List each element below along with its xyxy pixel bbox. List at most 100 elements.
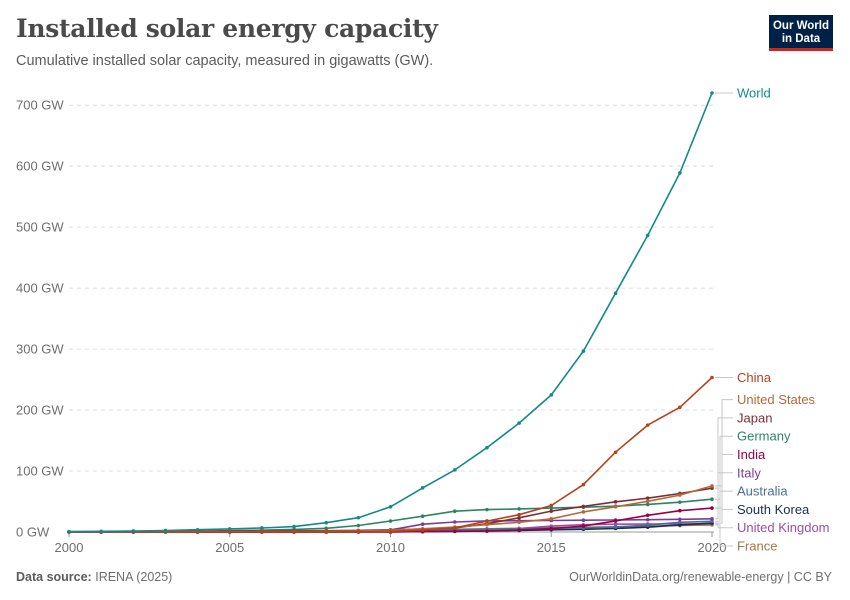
data-point-japan[interactable] xyxy=(581,504,586,509)
data-point-world[interactable] xyxy=(613,291,618,296)
footer-url-license[interactable]: OurWorldinData.org/renewable-energy | CC… xyxy=(569,570,832,584)
chart-subtitle: Cumulative installed solar capacity, mea… xyxy=(16,53,434,69)
data-point-india[interactable] xyxy=(710,506,714,510)
series-label-world[interactable]: World xyxy=(737,86,771,101)
data-point-china[interactable] xyxy=(710,375,714,380)
data-point-italy[interactable] xyxy=(678,517,682,522)
data-point-united-states[interactable] xyxy=(485,522,489,527)
data-point-australia[interactable] xyxy=(645,523,650,527)
data-point-china[interactable] xyxy=(227,530,232,534)
data-point-united-states[interactable] xyxy=(645,499,650,504)
data-point-india[interactable] xyxy=(485,529,489,533)
data-point-world[interactable] xyxy=(710,91,714,95)
y-tick-label: 200 GW xyxy=(16,403,64,418)
data-point-china[interactable] xyxy=(485,519,489,523)
series-label-france[interactable]: France xyxy=(737,539,777,554)
data-point-world[interactable] xyxy=(99,529,103,534)
data-point-india[interactable] xyxy=(581,524,586,528)
data-point-world[interactable] xyxy=(292,524,296,529)
series-label-india[interactable]: India xyxy=(737,447,766,462)
series-label-united-kingdom[interactable]: United Kingdom xyxy=(737,520,830,535)
data-point-world[interactable] xyxy=(227,527,232,531)
data-point-china[interactable] xyxy=(453,526,457,530)
series-label-united-states[interactable]: United States xyxy=(737,392,816,407)
data-point-india[interactable] xyxy=(613,519,618,523)
data-point-italy[interactable] xyxy=(581,518,586,523)
series-label-germany[interactable]: Germany xyxy=(737,429,791,444)
data-point-world[interactable] xyxy=(260,526,264,530)
data-point-japan[interactable] xyxy=(517,515,521,520)
data-point-world[interactable] xyxy=(485,445,489,450)
data-point-world[interactable] xyxy=(195,527,200,532)
data-point-united-kingdom[interactable] xyxy=(613,522,618,526)
data-point-india[interactable] xyxy=(517,528,521,532)
data-point-world[interactable] xyxy=(517,421,521,425)
data-point-world[interactable] xyxy=(67,529,71,534)
data-point-germany[interactable] xyxy=(549,506,554,510)
data-point-china[interactable] xyxy=(549,503,554,508)
data-point-china[interactable] xyxy=(678,405,682,410)
data-point-world[interactable] xyxy=(678,171,682,175)
data-point-united-states[interactable] xyxy=(678,493,682,497)
data-point-world[interactable] xyxy=(453,468,457,472)
data-point-india[interactable] xyxy=(678,508,682,513)
data-point-germany[interactable] xyxy=(388,519,393,523)
data-point-china[interactable] xyxy=(388,529,393,534)
data-point-germany[interactable] xyxy=(517,507,521,511)
data-point-italy[interactable] xyxy=(420,522,425,526)
series-label-australia[interactable]: Australia xyxy=(737,484,788,499)
data-point-world[interactable] xyxy=(645,233,650,238)
data-point-italy[interactable] xyxy=(710,517,714,521)
data-point-world[interactable] xyxy=(324,520,329,525)
owid-logo[interactable]: Our World in Data xyxy=(769,15,833,51)
data-point-india[interactable] xyxy=(453,529,457,534)
data-point-india[interactable] xyxy=(549,526,554,531)
data-point-china[interactable] xyxy=(324,530,329,534)
data-point-world[interactable] xyxy=(420,486,425,490)
data-point-world[interactable] xyxy=(356,515,361,520)
data-point-china[interactable] xyxy=(292,530,296,534)
data-point-japan[interactable] xyxy=(613,500,618,504)
series-label-china[interactable]: China xyxy=(737,370,772,385)
data-point-germany[interactable] xyxy=(453,509,457,514)
data-point-united-states[interactable] xyxy=(613,504,618,509)
data-point-south-korea[interactable] xyxy=(678,523,682,527)
y-tick-label: 300 GW xyxy=(16,342,64,357)
data-point-italy[interactable] xyxy=(645,517,650,522)
data-point-japan[interactable] xyxy=(549,509,554,513)
series-line-china[interactable] xyxy=(69,376,713,533)
series-label-south-korea[interactable]: South Korea xyxy=(737,502,810,517)
series-line-world[interactable] xyxy=(68,92,713,533)
data-point-india[interactable] xyxy=(645,513,650,518)
data-point-united-states[interactable] xyxy=(710,484,714,488)
data-point-world[interactable] xyxy=(131,529,136,533)
data-point-china[interactable] xyxy=(581,482,586,487)
data-source-link[interactable]: IRENA (2025) xyxy=(95,570,173,584)
data-point-australia[interactable] xyxy=(613,525,618,529)
data-point-united-states[interactable] xyxy=(549,516,554,521)
data-point-world[interactable] xyxy=(163,528,168,533)
data-point-germany[interactable] xyxy=(356,523,361,528)
data-point-world[interactable] xyxy=(388,504,393,509)
series-label-japan[interactable]: Japan xyxy=(737,410,772,425)
data-point-australia[interactable] xyxy=(678,520,682,525)
series-label-italy[interactable]: Italy xyxy=(737,465,761,480)
data-point-china[interactable] xyxy=(260,530,264,534)
data-point-world[interactable] xyxy=(549,393,554,397)
data-point-china[interactable] xyxy=(356,529,361,534)
data-point-united-states[interactable] xyxy=(517,520,521,525)
data-point-china[interactable] xyxy=(517,512,521,517)
data-point-germany[interactable] xyxy=(710,497,714,501)
data-point-china[interactable] xyxy=(645,423,650,427)
data-point-germany[interactable] xyxy=(645,502,650,507)
data-point-world[interactable] xyxy=(581,349,586,353)
data-point-japan[interactable] xyxy=(645,496,650,500)
data-point-china[interactable] xyxy=(613,450,618,455)
data-point-italy[interactable] xyxy=(453,520,457,524)
data-point-china[interactable] xyxy=(420,528,425,532)
data-point-germany[interactable] xyxy=(678,500,682,504)
data-point-united-states[interactable] xyxy=(581,510,586,514)
data-point-germany[interactable] xyxy=(420,514,425,519)
data-source: Data source: IRENA (2025) xyxy=(16,570,172,584)
data-point-germany[interactable] xyxy=(485,507,489,512)
